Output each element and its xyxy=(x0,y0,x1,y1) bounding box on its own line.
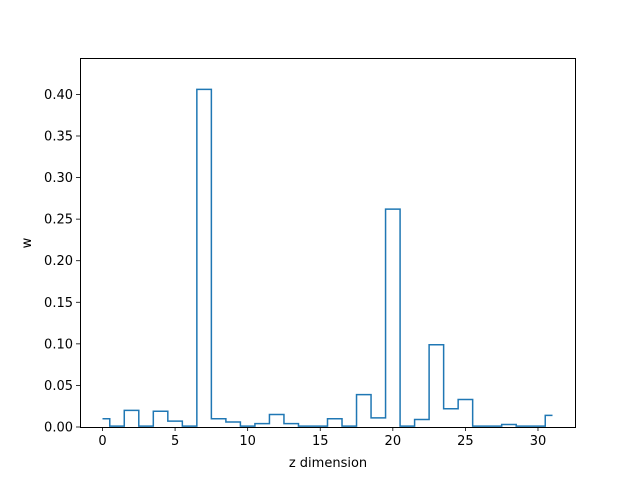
x-tick-label: 5 xyxy=(171,434,179,449)
y-axis-title: w xyxy=(20,237,35,248)
x-tick-label: 0 xyxy=(98,434,106,449)
series-0-step-line xyxy=(102,88,553,427)
y-tick-label: 0.30 xyxy=(44,171,73,186)
x-tick-label: 10 xyxy=(239,434,256,449)
y-tick-label: 0.15 xyxy=(44,296,73,311)
x-tick-label: 25 xyxy=(457,434,474,449)
y-tick-label: 0.05 xyxy=(44,379,73,394)
x-tick-label: 30 xyxy=(530,434,547,449)
y-tick-label: 0.35 xyxy=(44,129,73,144)
y-tick-label: 0.10 xyxy=(44,337,73,352)
y-tick-label: 0.20 xyxy=(44,254,73,269)
x-axis-title: z dimension xyxy=(289,456,367,471)
x-tick-label: 20 xyxy=(385,434,402,449)
y-tick-label: 0.40 xyxy=(44,88,73,103)
x-tick-label: 15 xyxy=(312,434,329,449)
y-tick-label: 0.25 xyxy=(44,213,73,228)
y-tick-label: 0.00 xyxy=(44,421,73,436)
plot-frame xyxy=(80,58,576,428)
